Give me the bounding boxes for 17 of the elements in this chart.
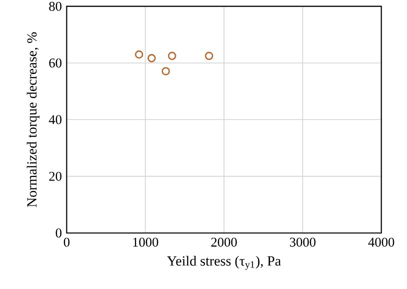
y-tick-label: 40 <box>48 115 62 124</box>
point <box>204 52 214 60</box>
y-tick-label: 0 <box>56 228 62 238</box>
x-tick-label: 3000 <box>290 238 316 247</box>
x-tick-label: 4000 <box>368 238 394 247</box>
y-tick-label: 60 <box>49 58 62 68</box>
point <box>147 54 156 62</box>
x-tick-label: 0 <box>64 238 70 247</box>
y-tick-label: 80 <box>49 2 62 11</box>
x-tick-label: 1000 <box>133 238 158 247</box>
point <box>162 67 170 76</box>
y-axis-title: Normalized torque decrease, % <box>26 32 40 208</box>
point <box>168 52 176 60</box>
x-axis-title: Yeild stress (τ$_{y1}$), Pa <box>167 256 281 270</box>
x-tick-label: 2000 <box>211 238 237 247</box>
y-tick-label: 20 <box>49 172 62 181</box>
point <box>134 50 144 59</box>
